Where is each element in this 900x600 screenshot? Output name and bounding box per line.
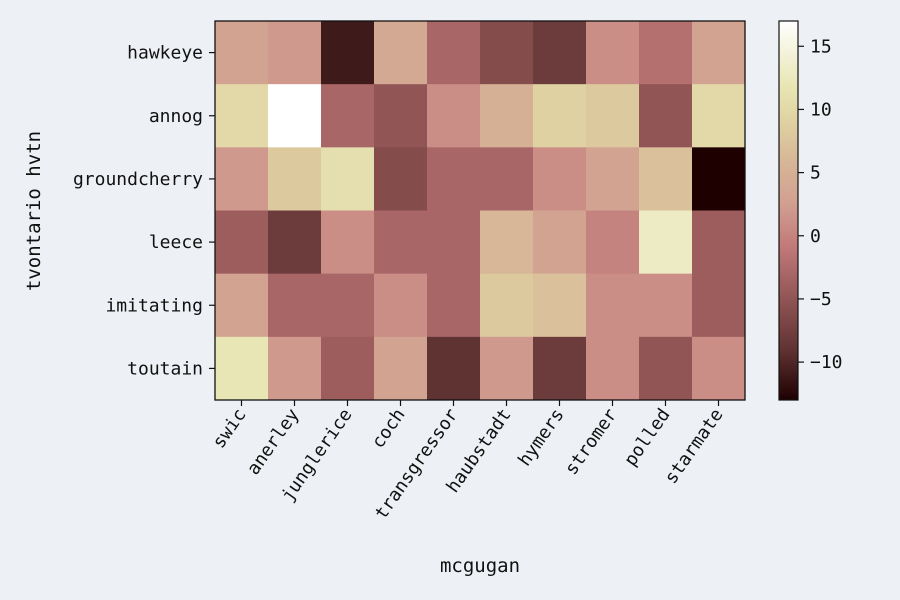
heatmap-cell <box>268 210 322 275</box>
heatmap-cell <box>639 273 693 338</box>
colorbar-tick-label: −5 <box>810 289 832 310</box>
heatmap-cell <box>533 147 587 211</box>
y-axis-title: tvontario hvtn <box>23 131 45 291</box>
heatmap-cell <box>268 21 322 85</box>
heatmap-cell <box>639 21 693 85</box>
heatmap-cell <box>427 84 481 148</box>
heatmap-cell <box>321 210 375 275</box>
heatmap-cell <box>215 273 269 338</box>
heatmap-cell <box>268 273 322 338</box>
colorbar-tick-label: −10 <box>810 352 843 373</box>
heatmap-cell <box>586 336 640 401</box>
heatmap-cell <box>480 21 534 85</box>
heatmap-cell <box>533 273 587 338</box>
heatmap-cell <box>427 336 481 401</box>
heatmap-cell <box>586 21 640 85</box>
heatmap-cell <box>692 210 746 275</box>
heatmap-cell <box>268 147 322 211</box>
colorbar <box>778 20 799 401</box>
heatmap-cell <box>268 84 322 148</box>
heatmap-cell <box>215 21 269 85</box>
heatmap-cell <box>427 147 481 211</box>
colorbar-tick-label: 5 <box>810 163 821 184</box>
heatmap-cell <box>427 210 481 275</box>
heatmap-cell <box>692 21 746 85</box>
heatmap-cell <box>321 273 375 338</box>
heatmap-cell <box>321 21 375 85</box>
heatmap-cell <box>374 336 428 401</box>
heatmap-cell <box>586 84 640 148</box>
heatmap-cell <box>480 273 534 338</box>
heatmap-cells <box>215 21 746 401</box>
heatmap-cell <box>533 336 587 401</box>
heatmap-cell <box>533 21 587 85</box>
heatmap-cell <box>215 147 269 211</box>
y-tick-label: imitating <box>105 295 203 316</box>
heatmap-cell <box>215 84 269 148</box>
heatmap-cell <box>215 210 269 275</box>
colorbar-tick-label: 0 <box>810 226 821 247</box>
heatmap-cell <box>692 147 746 211</box>
heatmap-cell <box>480 210 534 275</box>
y-axis: hawkeye annog groundcherry leece imitating to… <box>73 43 215 379</box>
heatmap-cell <box>533 84 587 148</box>
heatmap-cell <box>374 21 428 85</box>
heatmap-cell <box>321 84 375 148</box>
heatmap-cell <box>586 210 640 275</box>
heatmap-cell <box>639 84 693 148</box>
colorbar-tick-label: 15 <box>810 36 832 57</box>
y-tick-label: groundcherry <box>73 169 203 190</box>
heatmap-cell <box>268 336 322 401</box>
colorbar-tick-label: 10 <box>810 99 832 120</box>
heatmap-cell <box>374 210 428 275</box>
colorbar-ticks: −10 −5 0 5 10 15 <box>798 36 843 373</box>
heatmap-cell <box>427 21 481 85</box>
heatmap-cell <box>586 273 640 338</box>
plot-frame <box>214 20 746 401</box>
heatmap-cell <box>639 336 693 401</box>
heatmap-cell <box>374 84 428 148</box>
heatmap-cell <box>480 147 534 211</box>
x-tick-label: stromer <box>561 405 622 479</box>
heatmap-cell <box>639 210 693 275</box>
heatmap-cell <box>692 84 746 148</box>
y-tick-label: annog <box>149 106 203 127</box>
x-tick-label: coch <box>368 405 410 453</box>
heatmap-cell <box>639 147 693 211</box>
heatmap-cell <box>321 147 375 211</box>
y-tick-label: toutain <box>127 358 203 379</box>
heatmap-cell <box>692 336 746 401</box>
heatmap-cell <box>374 147 428 211</box>
heatmap-cell <box>480 84 534 148</box>
x-tick-label: hymers <box>514 405 569 470</box>
x-tick-label: polled <box>620 405 675 470</box>
heatmap-cell <box>321 336 375 401</box>
heatmap-cell <box>533 210 587 275</box>
heatmap-cell <box>215 336 269 401</box>
x-tick-label: swic <box>209 405 251 453</box>
heatmap-cell <box>692 273 746 338</box>
heatmap-cell <box>374 273 428 338</box>
x-axis-title: mcgugan <box>440 555 520 577</box>
heatmap-cell <box>586 147 640 211</box>
y-tick-label: leece <box>149 232 203 253</box>
y-tick-label: hawkeye <box>127 43 203 64</box>
heatmap-cell <box>480 336 534 401</box>
heatmap-cell <box>427 273 481 338</box>
